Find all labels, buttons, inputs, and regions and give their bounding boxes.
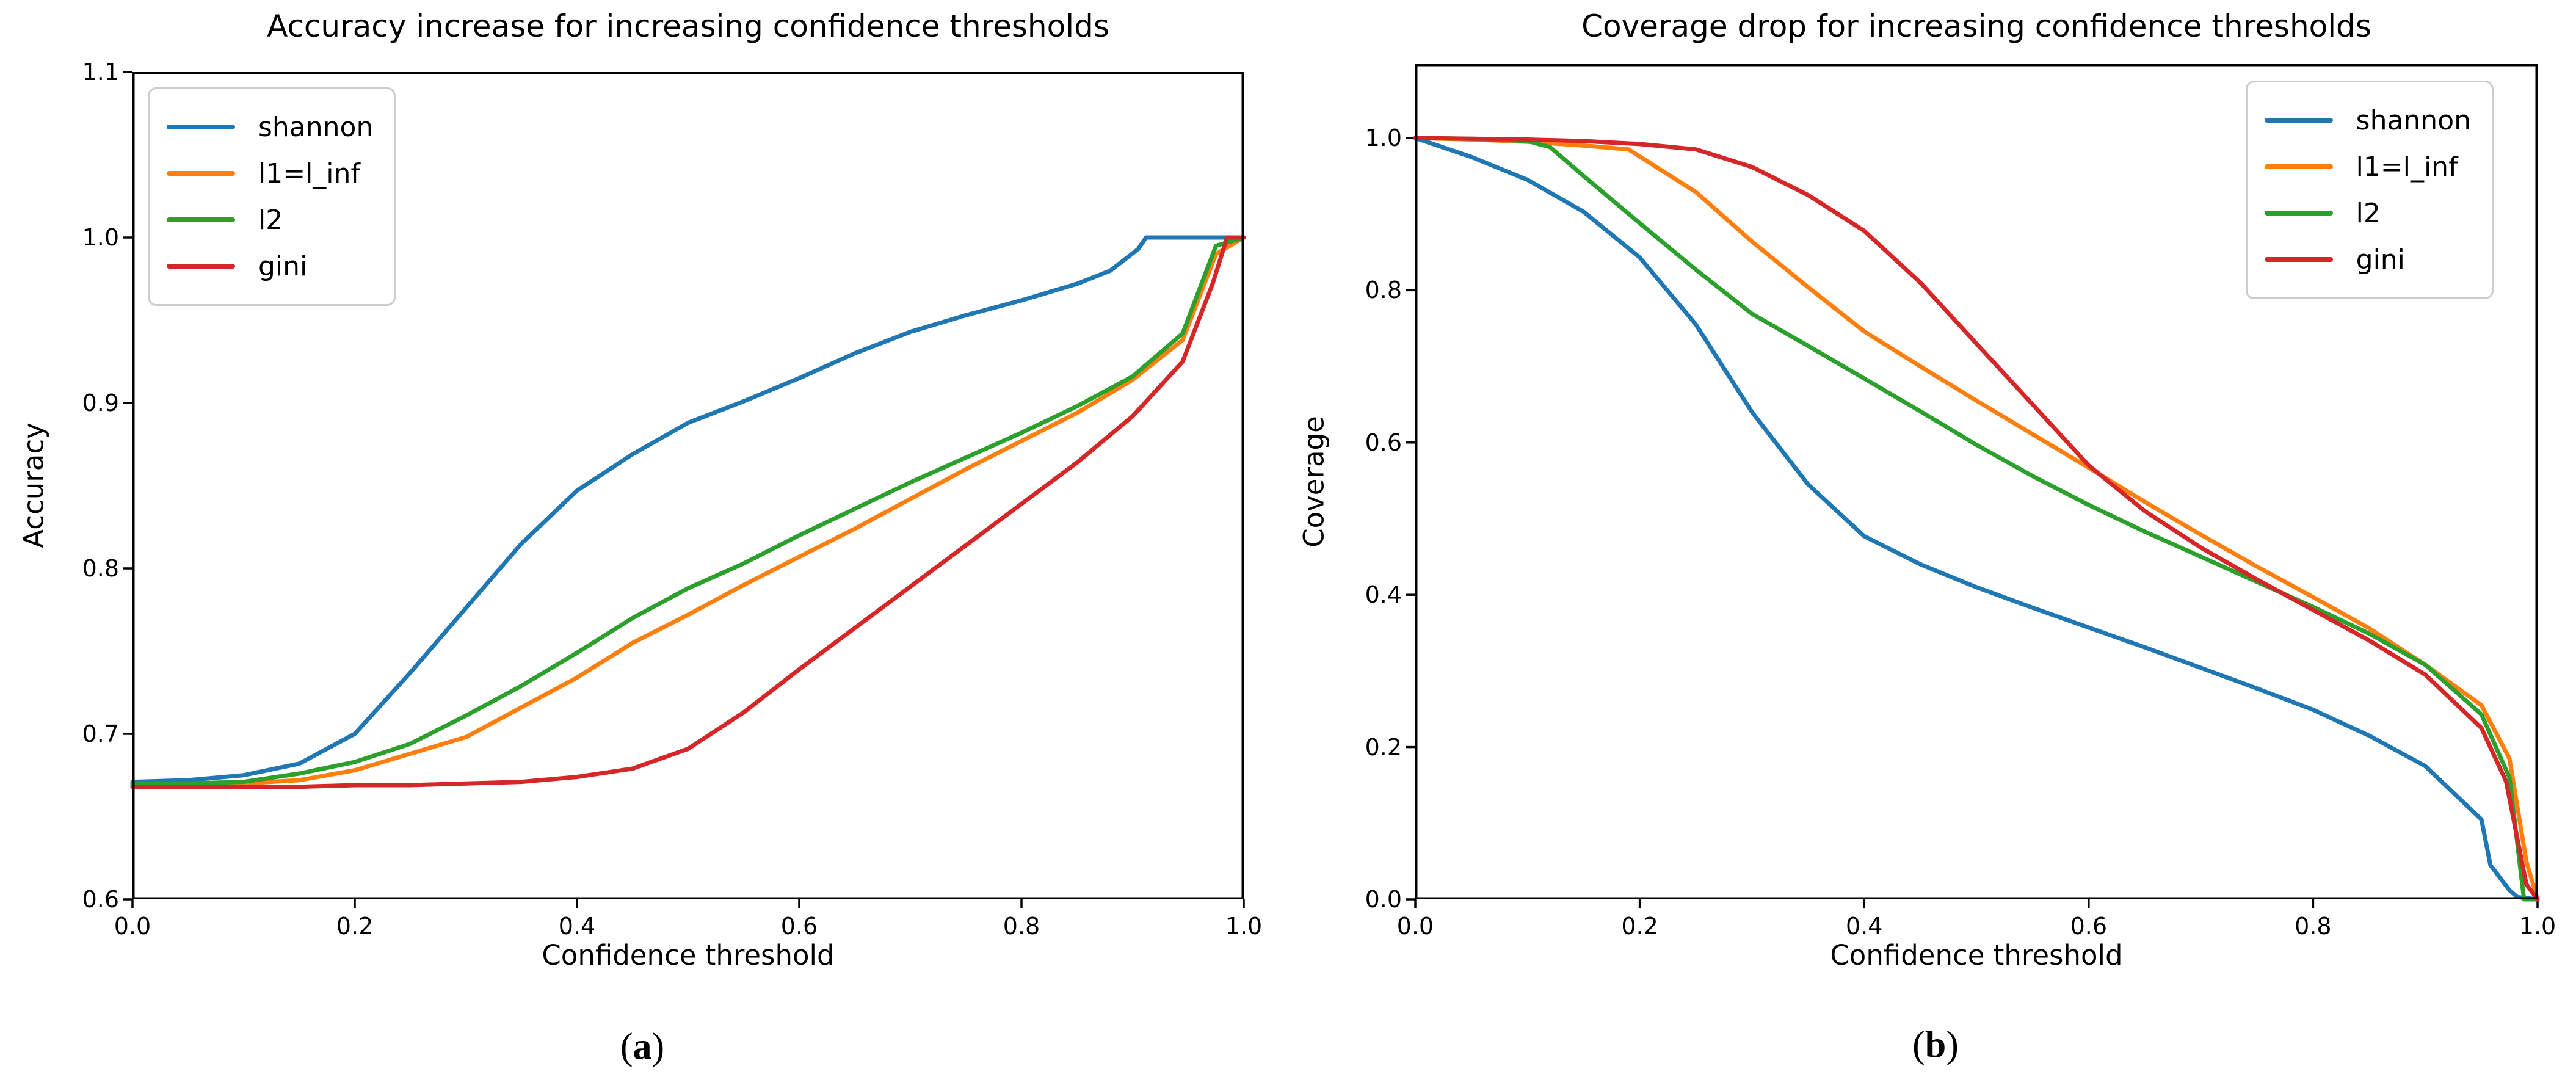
x-tick-label: 0.8 xyxy=(1003,913,1040,940)
left-axes: 0.0 0.2 0.4 0.6 0.8 1.0 0.6 0.7 0.8 0.9 1.0 1.1 shan… xyxy=(82,59,1263,940)
x-tick-label: 0.0 xyxy=(114,913,151,940)
series-line-gini xyxy=(1413,136,2540,902)
y-tick-label: 0.6 xyxy=(82,886,119,913)
y-tick-label: 0.8 xyxy=(82,555,119,582)
left-y-axis-label: Accuracy xyxy=(17,423,50,548)
legend-swatch-l2 xyxy=(2264,211,2333,216)
right-axes: 0.0 0.2 0.4 0.6 0.8 1.0 0.0 0.2 0.4 0.6 0.8 1.0 shan… xyxy=(1365,64,2556,940)
legend-entry: gini xyxy=(2264,236,2471,283)
series-line-l2 xyxy=(130,235,1246,786)
legend-swatch-gini xyxy=(2264,257,2333,262)
series-line-shannon xyxy=(130,235,1246,785)
y-tick-label: 1.0 xyxy=(82,224,119,251)
legend-entry: l2 xyxy=(2264,190,2471,236)
y-tick-label: 0.2 xyxy=(1365,733,1402,761)
x-tick-label: 0.8 xyxy=(2295,913,2332,940)
legend-label: shannon xyxy=(258,111,374,143)
legend: shannon l1=l_inf l2 gini xyxy=(148,87,396,306)
legend-entry: l1=l_inf xyxy=(2264,143,2471,190)
y-tick-label: 1.0 xyxy=(1365,124,1402,151)
right-y-axis-label: Coverage xyxy=(1297,416,1330,548)
y-tick-label: 1.1 xyxy=(82,59,119,85)
legend-label: gini xyxy=(2356,244,2405,275)
right-x-axis-label: Confidence threshold xyxy=(1830,939,2123,971)
left-caption: (a) xyxy=(620,1026,665,1068)
x-tick-label: 0.6 xyxy=(2070,913,2108,940)
y-tick-label: 0.9 xyxy=(82,390,119,416)
x-tick-label: 1.0 xyxy=(2519,913,2556,940)
x-tick-label: 0.0 xyxy=(1396,913,1434,940)
legend-label: shannon xyxy=(2356,104,2471,136)
legend-swatch-shannon xyxy=(2264,118,2333,123)
x-tick-label: 0.2 xyxy=(336,913,374,940)
axes-frame xyxy=(132,72,1244,899)
legend-label: gini xyxy=(258,250,308,282)
series-line-l1=l_inf xyxy=(130,235,1246,788)
legend-entry: shannon xyxy=(2264,97,2471,143)
plot-area-left xyxy=(123,71,1246,908)
right-caption: (b) xyxy=(1912,1024,1959,1066)
legend: shannon l1=l_inf l2 gini xyxy=(2245,81,2494,299)
legend-label: l1=l_inf xyxy=(2356,151,2458,183)
series-line-gini xyxy=(130,235,1246,789)
x-tick-label: 1.0 xyxy=(1225,913,1263,940)
series-line-l2 xyxy=(1413,136,2540,902)
legend-entry: shannon xyxy=(167,104,373,150)
legend-label: l2 xyxy=(2356,197,2381,229)
series-line-l1=l_inf xyxy=(1413,136,2540,902)
x-tick-label: 0.6 xyxy=(780,913,818,940)
legend-label: l1=l_inf xyxy=(258,158,360,189)
left-plot-title: Accuracy increase for increasing confide… xyxy=(267,9,1109,44)
legend-label: l2 xyxy=(258,204,283,236)
y-tick-label: 0.8 xyxy=(1365,277,1402,304)
legend-entry: gini xyxy=(167,243,373,289)
y-tick-label: 0.7 xyxy=(82,720,119,747)
axes-frame xyxy=(1415,64,2538,899)
legend-swatch-l1=l_inf xyxy=(167,171,235,176)
right-plot-title: Coverage drop for increasing confidence … xyxy=(1581,9,2371,44)
legend-entry: l2 xyxy=(167,197,373,243)
legend-swatch-gini xyxy=(167,264,235,269)
x-tick-label: 0.2 xyxy=(1621,913,1658,940)
legend-swatch-l2 xyxy=(167,217,235,222)
series-line-shannon xyxy=(1413,136,2540,902)
y-tick-label: 0.4 xyxy=(1365,581,1402,609)
legend-swatch-shannon xyxy=(167,125,235,129)
legend-entry: l1=l_inf xyxy=(167,150,373,197)
y-tick-label: 0.0 xyxy=(1365,886,1402,913)
x-tick-label: 0.4 xyxy=(558,913,596,940)
x-tick-label: 0.4 xyxy=(1845,913,1883,940)
y-tick-label: 0.6 xyxy=(1365,429,1402,456)
left-x-axis-label: Confidence threshold xyxy=(542,939,835,971)
legend-swatch-l1=l_inf xyxy=(2264,164,2333,169)
plot-area-right xyxy=(1406,64,2540,908)
